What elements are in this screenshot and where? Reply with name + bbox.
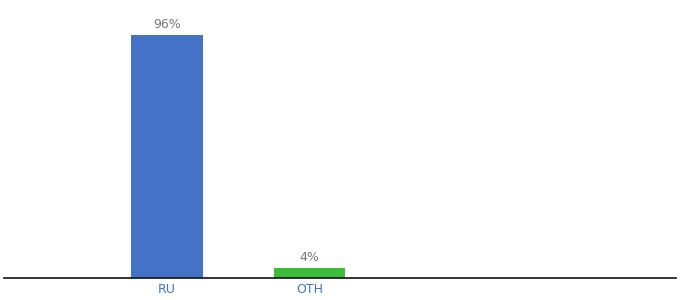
Bar <box>131 34 203 278</box>
Text: 96%: 96% <box>153 18 181 31</box>
Text: 4%: 4% <box>299 251 320 264</box>
Bar <box>274 268 345 278</box>
